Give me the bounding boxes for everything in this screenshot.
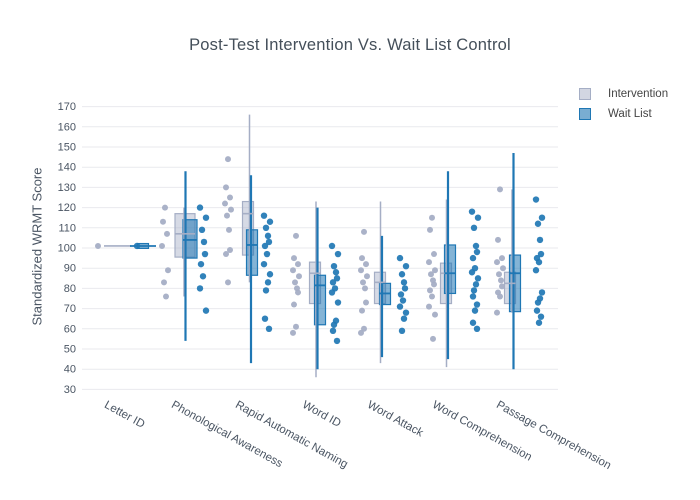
svg-text:30: 30 xyxy=(64,384,76,396)
svg-text:70: 70 xyxy=(64,303,76,315)
legend-item-intervention[interactable]: Intervention xyxy=(579,84,668,104)
svg-text:120: 120 xyxy=(58,202,76,214)
svg-text:170: 170 xyxy=(58,101,76,113)
svg-text:150: 150 xyxy=(58,142,76,154)
legend-label-intervention: Intervention xyxy=(608,88,669,100)
svg-text:60: 60 xyxy=(64,323,76,335)
svg-text:90: 90 xyxy=(64,263,76,275)
wait-list-box-swatch-icon xyxy=(579,108,591,120)
intervention-box-swatch-icon xyxy=(579,88,591,100)
svg-text:160: 160 xyxy=(58,121,76,133)
chart-title: Post-Test Intervention Vs. Wait List Con… xyxy=(189,36,511,54)
svg-text:140: 140 xyxy=(58,162,76,174)
svg-text:110: 110 xyxy=(58,222,76,234)
svg-text:100: 100 xyxy=(58,243,76,255)
svg-text:40: 40 xyxy=(64,364,76,376)
legend-item-wait-list[interactable]: Wait List xyxy=(579,104,668,124)
svg-text:50: 50 xyxy=(64,344,76,356)
svg-text:80: 80 xyxy=(64,283,76,295)
legend-label-wait-list: Wait List xyxy=(608,108,652,120)
svg-text:130: 130 xyxy=(58,182,76,194)
legend: Intervention Wait List xyxy=(579,84,668,124)
